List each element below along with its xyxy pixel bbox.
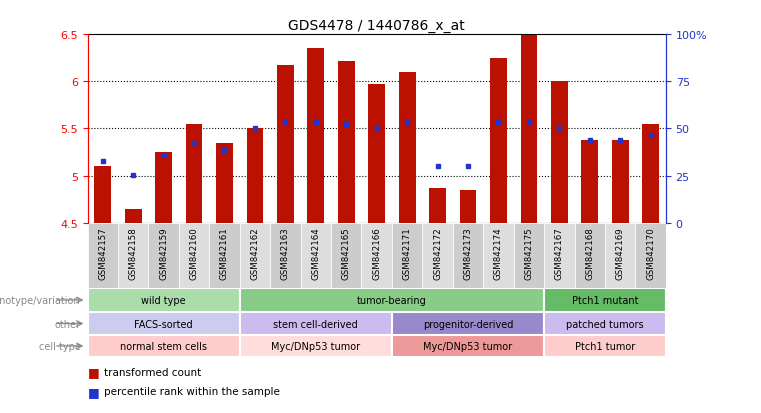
Bar [605,223,635,288]
Text: other: other [55,319,81,329]
Bar [209,223,240,288]
Text: GSM842161: GSM842161 [220,226,229,279]
Text: GSM842158: GSM842158 [129,226,138,279]
Text: GSM842160: GSM842160 [189,226,199,279]
Bar [392,223,422,288]
Text: GSM842174: GSM842174 [494,226,503,279]
Text: GSM842163: GSM842163 [281,226,290,279]
Text: wild type: wild type [142,295,186,305]
Bar [544,313,666,335]
Bar [331,223,361,288]
Text: GSM842173: GSM842173 [463,226,473,279]
Text: patched tumors: patched tumors [566,319,644,329]
Bar [179,223,209,288]
Bar [155,153,172,223]
Text: progenitor-derived: progenitor-derived [423,319,513,329]
Bar [361,223,392,288]
Bar [581,140,598,223]
Text: tumor-bearing: tumor-bearing [357,295,427,305]
Text: GSM842159: GSM842159 [159,226,168,279]
Text: Myc/DNp53 tumor: Myc/DNp53 tumor [271,341,361,351]
Bar [240,313,392,335]
Bar [125,209,142,223]
Bar [186,124,202,223]
Text: GSM842170: GSM842170 [646,226,655,279]
Text: genotype/variation: genotype/variation [0,295,81,305]
Text: GSM842157: GSM842157 [98,226,107,279]
Text: GSM842175: GSM842175 [524,226,533,279]
Text: GSM842168: GSM842168 [585,226,594,279]
Bar [240,335,392,357]
Text: Ptch1 mutant: Ptch1 mutant [572,295,638,305]
Bar [307,49,324,223]
Bar [514,223,544,288]
Bar [460,190,476,223]
Text: ■: ■ [88,365,99,378]
Bar [94,167,111,223]
Bar [429,188,446,223]
Text: GSM842166: GSM842166 [372,226,381,279]
Bar [551,82,568,223]
Bar [240,223,270,288]
Bar [612,140,629,223]
Text: FACS-sorted: FACS-sorted [134,319,193,329]
Bar [392,313,544,335]
Text: GSM842171: GSM842171 [403,226,412,279]
Text: Myc/DNp53 tumor: Myc/DNp53 tumor [423,341,513,351]
Text: cell type: cell type [39,341,81,351]
Bar [338,62,355,223]
Bar [544,335,666,357]
Bar [216,143,233,223]
Bar [88,335,240,357]
Bar [118,223,148,288]
Text: percentile rank within the sample: percentile rank within the sample [104,387,280,396]
Text: normal stem cells: normal stem cells [120,341,207,351]
Bar [368,85,385,223]
Bar [270,223,301,288]
Text: Ptch1 tumor: Ptch1 tumor [575,341,635,351]
Bar [422,223,453,288]
Text: GSM842169: GSM842169 [616,226,625,279]
Bar [635,223,666,288]
Bar [544,223,575,288]
Text: GSM842162: GSM842162 [250,226,260,279]
Bar [575,223,605,288]
Title: GDS4478 / 1440786_x_at: GDS4478 / 1440786_x_at [288,19,465,33]
Bar [88,313,240,335]
Bar [277,66,294,223]
Bar [240,288,544,313]
Text: GSM842165: GSM842165 [342,226,351,279]
Bar [148,223,179,288]
Text: GSM842172: GSM842172 [433,226,442,279]
Text: stem cell-derived: stem cell-derived [273,319,358,329]
Text: GSM842164: GSM842164 [311,226,320,279]
Bar [483,223,514,288]
Bar [642,124,659,223]
Bar [247,129,263,223]
Bar [301,223,331,288]
Bar [544,288,666,313]
Bar [88,288,240,313]
Bar [521,35,537,223]
Text: GSM842167: GSM842167 [555,226,564,279]
Text: transformed count: transformed count [104,367,202,377]
Bar [453,223,483,288]
Bar [88,223,118,288]
Bar [392,335,544,357]
Bar [490,59,507,223]
Bar [399,73,416,223]
Text: ■: ■ [88,385,99,398]
